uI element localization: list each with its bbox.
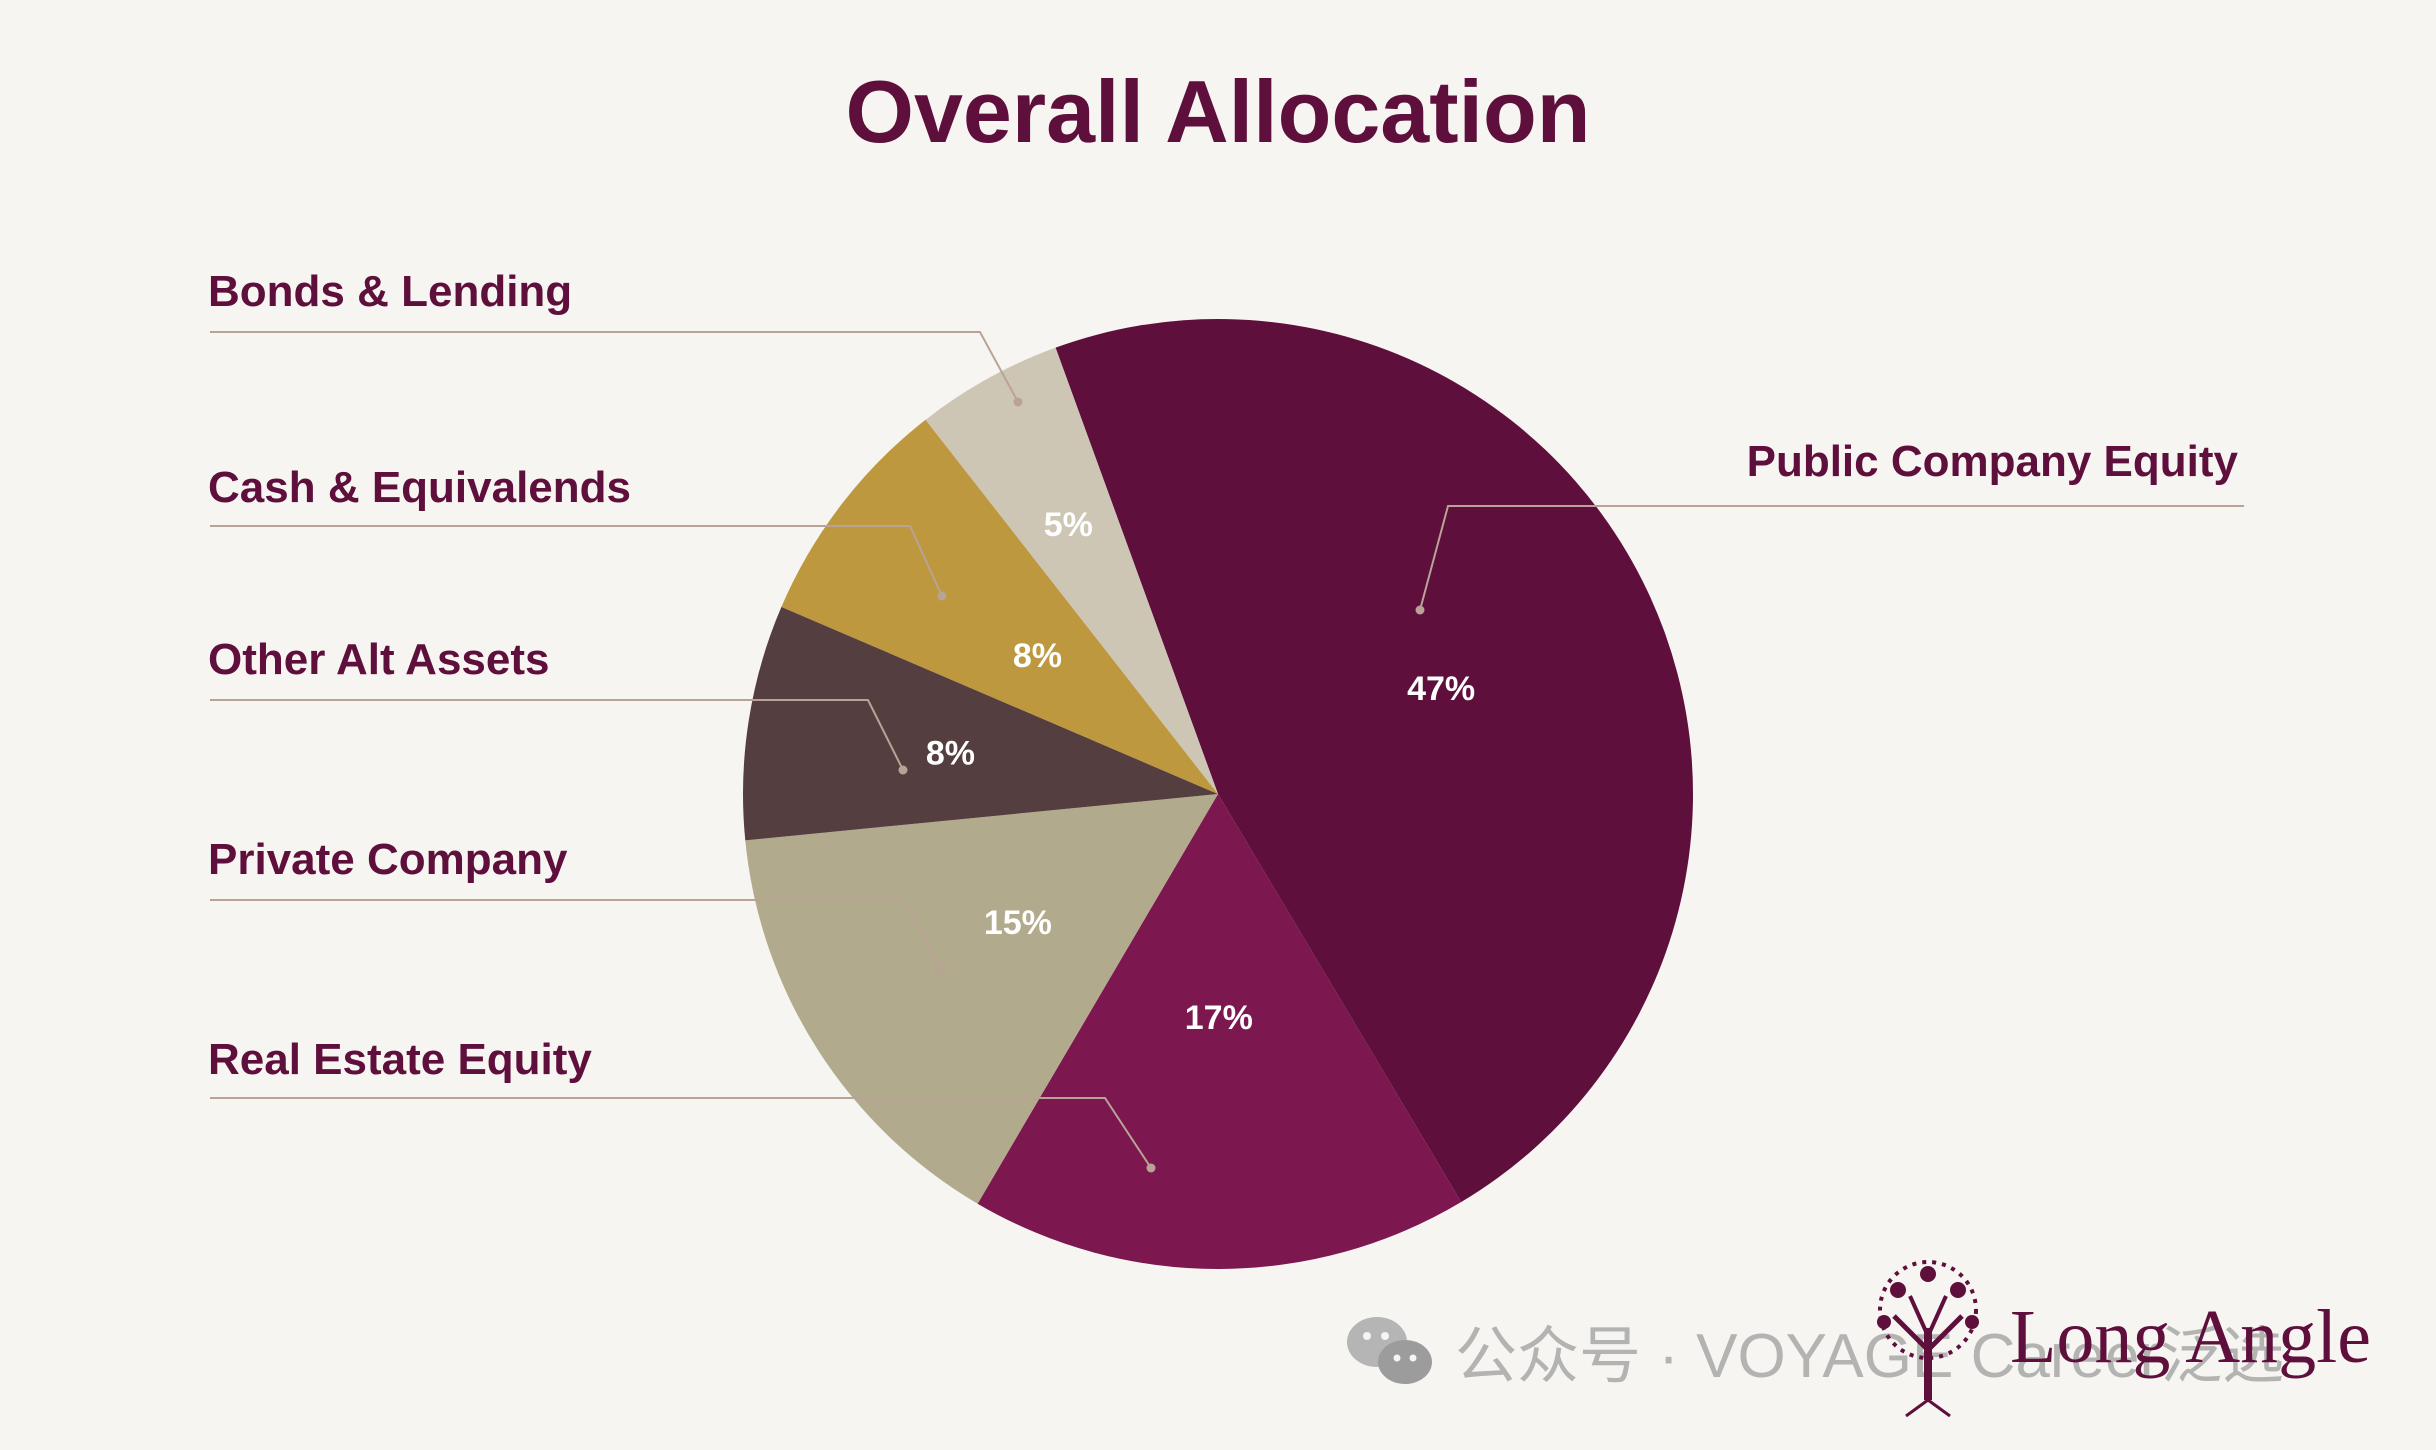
value-label-cash-equivalends: 8% (1013, 637, 1062, 675)
leader-line-bonds-lending (210, 331, 1019, 403)
leader-dot-public-company-equity (1415, 605, 1425, 615)
value-label-private-company: 15% (984, 904, 1052, 942)
pie-slice-other-alt-assets (743, 606, 1218, 841)
leader-line-public-company-equity (1419, 505, 2244, 611)
pie-slice-private-company (745, 794, 1218, 1204)
leader-lines (210, 331, 2244, 1173)
category-label-private-company: Private Company (208, 835, 568, 884)
category-label-cash-equivalends: Cash & Equivalends (208, 463, 631, 512)
category-label-bonds-lending: Bonds & Lending (208, 267, 572, 316)
leader-line-private-company (210, 899, 942, 971)
leader-dot-cash-equivalends (937, 591, 947, 601)
leader-line-other-alt-assets (210, 699, 904, 771)
value-labels: 47% 17% 15% 8% 8% 5% (926, 506, 1475, 1037)
brand-name: Long Angle (2010, 1295, 2371, 1379)
category-label-real-estate-equity: Real Estate Equity (208, 1035, 592, 1084)
tree-logo-icon (1877, 1260, 1979, 1418)
category-label-public-company-equity: Public Company Equity (1747, 437, 2239, 486)
leader-dot-bonds-lending (1013, 397, 1023, 407)
pie-slice-cash-equivalends (781, 419, 1218, 794)
category-label-other-alt-assets: Other Alt Assets (208, 635, 550, 684)
value-label-bonds-lending: 5% (1044, 506, 1093, 544)
leader-line-real-estate-equity (210, 1097, 1152, 1169)
wechat-icon (1347, 1317, 1432, 1384)
value-label-public-company-equity: 47% (1407, 670, 1475, 708)
brand-logo: Long Angle (1877, 1260, 2371, 1418)
value-label-real-estate-equity: 17% (1185, 999, 1253, 1037)
watermark-text: 公众号 · VOYAGE Career泛选 (1455, 1322, 2284, 1391)
watermark: 公众号 · VOYAGE Career泛选 (1347, 1317, 2284, 1391)
leader-dot-private-company (936, 965, 946, 975)
pie-slice-bonds-lending (925, 347, 1218, 794)
pie-slice-real-estate-equity (977, 794, 1462, 1270)
pie-slices (743, 319, 1693, 1270)
pie-slice-public-company-equity (1055, 319, 1693, 1203)
value-label-other-alt-assets: 8% (926, 735, 975, 773)
leader-line-cash-equivalends (210, 525, 943, 597)
leader-dot-other-alt-assets (898, 765, 908, 775)
leader-dot-real-estate-equity (1146, 1163, 1156, 1173)
chart-title: Overall Allocation (846, 62, 1591, 161)
